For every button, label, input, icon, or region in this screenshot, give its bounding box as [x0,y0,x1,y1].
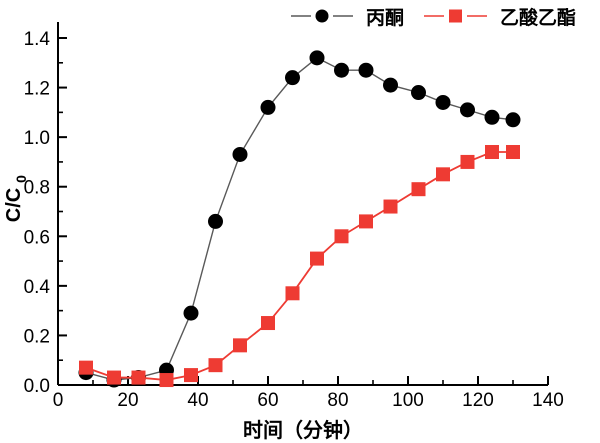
legend-label-ethyl-acetate: 乙酸乙酯 [500,6,576,29]
data-point-square [159,373,174,388]
data-point-square [285,286,300,301]
data-point-square [411,182,426,197]
data-point-square [79,360,93,375]
data-point-circle [232,146,248,162]
data-point-square [310,251,324,266]
data-point-circle [334,62,349,78]
data-point-circle [358,62,374,78]
series-line [85,151,513,381]
chart-legend: 丙酮 乙酸乙酯 [291,6,576,29]
data-point-circle [435,94,451,110]
legend-circle-marker-icon [315,9,329,23]
data-point-circle [208,213,223,229]
x-tick-label: 0 [53,390,64,411]
data-point-circle [411,85,426,101]
data-point-circle [260,99,276,115]
data-point-square [208,358,223,373]
data-point-square [383,199,398,214]
x-tick-label: 100 [392,390,424,411]
data-point-square [506,145,520,160]
y-axis-ticks: 0.0 0.2 0.4 0.6 0.8 1.0 1.2 1.4 [24,29,67,397]
y-tick-label: 0.2 [24,326,50,347]
data-point-square [131,370,146,385]
data-point-circle [183,305,199,321]
y-tick-label: 0.6 [24,227,50,248]
data-point-circle [383,77,398,93]
data-point-circle [505,112,521,128]
x-axis-ticks: 0 20 40 60 80 100 120 140 [53,376,564,411]
data-point-square [485,145,499,160]
data-point-square [460,154,475,169]
data-point-circle [460,102,475,118]
y-tick-label: 0.0 [24,376,50,397]
x-tick-label: 40 [187,390,208,411]
data-point-square [436,167,450,182]
data-point-square [233,338,247,353]
data-point-square [359,214,373,229]
legend-entry-ethyl-acetate: 乙酸乙酯 [424,6,576,29]
data-series-ethyl-acetate [79,145,520,388]
y-tick-label: 1.4 [24,29,51,50]
data-series-layer [78,50,521,388]
x-tick-label: 140 [532,390,564,411]
x-tick-label: 20 [117,390,138,411]
y-tick-label: 0.4 [24,277,51,298]
data-series-acetone [78,50,521,388]
x-tick-label: 80 [327,390,348,411]
y-axis-title-subscript: 0 [13,175,29,183]
data-point-square [107,370,121,385]
legend-entry-acetone: 丙酮 [291,7,404,29]
y-axis-title: C/C [3,188,25,222]
y-tick-label: 1.2 [24,79,50,100]
legend-square-marker-icon [449,9,462,23]
data-point-circle [484,109,500,125]
x-axis-title: 时间（分钟） [243,418,363,442]
legend-label-acetone: 丙酮 [366,7,404,29]
data-point-square [334,229,349,244]
data-point-circle [309,50,325,66]
x-tick-label: 120 [462,390,494,411]
x-tick-label: 60 [257,390,278,411]
y-tick-label: 0.8 [24,178,50,199]
data-point-circle [285,70,300,86]
data-point-square [184,368,198,383]
y-axis-title-group: C/C 0 [3,175,29,222]
data-point-square [261,316,275,331]
y-tick-label: 1.0 [24,128,50,149]
